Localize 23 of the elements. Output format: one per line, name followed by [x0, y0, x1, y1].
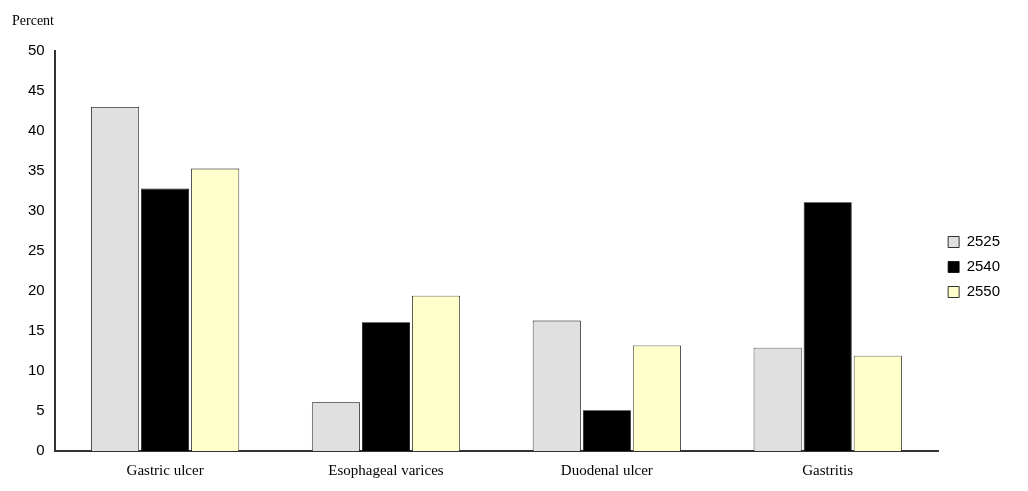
bar: [141, 188, 190, 451]
y-tick-label: 30: [28, 201, 45, 219]
legend-label: 2550: [966, 282, 1001, 300]
bar: [361, 322, 411, 451]
y-tick-label: 20: [28, 281, 45, 299]
y-tick-label: 45: [28, 81, 45, 99]
x-tick-label: Gastric ulcer: [126, 461, 204, 478]
y-tick-label: 25: [28, 241, 45, 259]
bar: [582, 410, 631, 451]
legend-label: 2525: [966, 232, 1001, 250]
bar: [803, 202, 852, 451]
x-tick-label: Duodenal ulcer: [560, 461, 653, 478]
x-tick-label: Esophageal varices: [328, 461, 444, 478]
legend-label: 2540: [966, 257, 1001, 275]
y-tick-label: 15: [28, 321, 45, 339]
y-tick-label: 40: [28, 121, 45, 139]
y-tick-label: 5: [36, 401, 45, 419]
y-tick-label: 35: [28, 161, 45, 179]
y-tick-label: 0: [36, 441, 45, 459]
y-tick-label: 10: [28, 361, 45, 379]
x-tick-label: Gastritis: [802, 461, 854, 478]
y-tick-label: 50: [28, 41, 45, 59]
y-axis-title: Percent: [12, 12, 55, 28]
